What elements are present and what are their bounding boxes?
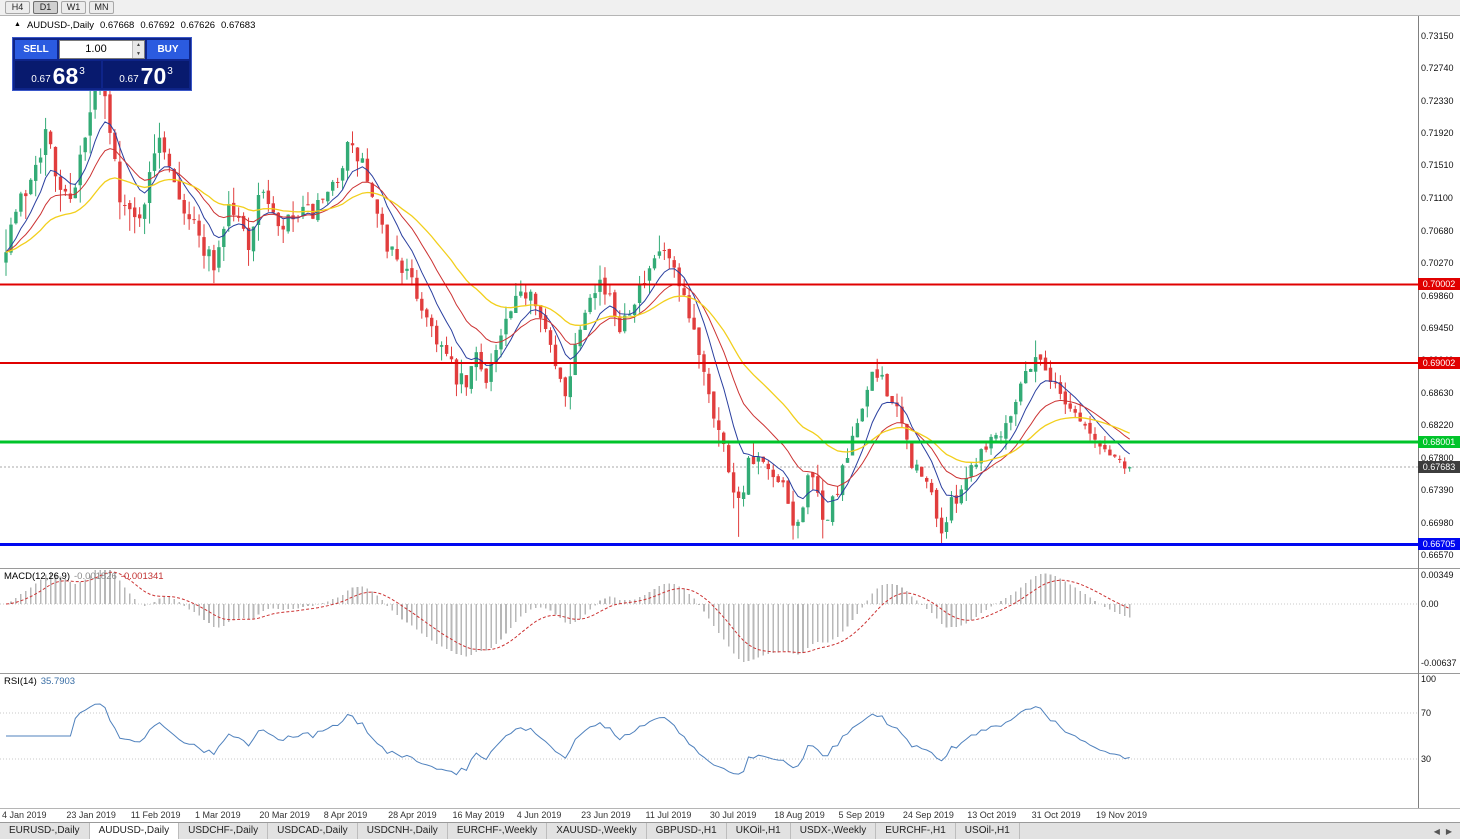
date-axis-label: 20 Mar 2019 <box>259 810 310 820</box>
timeframe-toolbar: H4 D1 W1 MN <box>0 0 1460 16</box>
chart-tab-eurusd-daily[interactable]: EURUSD-,Daily <box>0 823 90 839</box>
rsi-value: 35.7903 <box>40 676 76 687</box>
chart-tab-bar: EURUSD-,Daily AUDUSD-,Daily USDCHF-,Daily U… <box>0 822 1460 839</box>
price-axis-label: 0.66570 <box>1421 550 1454 560</box>
macd-main-value: -0.001826 <box>74 571 117 582</box>
timeframe-button-w1[interactable]: W1 <box>61 1 86 14</box>
date-axis-label: 19 Nov 2019 <box>1095 810 1147 820</box>
price-axis-label: 0.67800 <box>1421 452 1454 463</box>
price-axis-label: 0.69860 <box>1421 290 1454 301</box>
macd-name: MACD(12,26,9) <box>4 571 70 582</box>
date-axis-label: 28 Apr 2019 <box>388 810 437 820</box>
chart-tab-usdcad-daily[interactable]: USDCAD-,Daily <box>268 823 358 839</box>
hline-price-badge: 0.68001 <box>1418 436 1460 449</box>
price-axis-label: 0.69450 <box>1421 322 1454 333</box>
rsi-axis-label: 100 <box>1421 674 1437 684</box>
chart-tab-usdcnh-daily[interactable]: USDCNH-,Daily <box>358 823 448 839</box>
price-axis-label: 0.73150 <box>1421 31 1454 41</box>
macd-axis-label: 0.00 <box>1421 599 1439 609</box>
current-price-badge: 0.67683 <box>1418 461 1460 474</box>
date-axis-label: 16 May 2019 <box>452 810 505 820</box>
rsi-indicator-label: RSI(14) 35.7903 <box>4 676 75 687</box>
price-axis-label: 0.72740 <box>1421 63 1454 74</box>
date-axis-label: 8 Apr 2019 <box>323 810 368 820</box>
chart-tab-eurchf-h1[interactable]: EURCHF-,H1 <box>876 823 956 839</box>
price-axis-label: 0.70270 <box>1421 258 1454 269</box>
price-axis-label: 0.68220 <box>1421 419 1454 430</box>
price-axis-label: 0.71100 <box>1421 192 1453 203</box>
ohlc-open: 0.67668 <box>99 20 135 31</box>
buy-price-display[interactable]: 0.67 70 3 <box>103 61 189 88</box>
price-axis-label: 0.67390 <box>1421 485 1454 496</box>
one-click-trading-panel: SELL 1.00 ▲ ▼ BUY 0.67 68 3 0.67 70 3 <box>12 37 192 91</box>
timeframe-button-h4[interactable]: H4 <box>5 1 30 14</box>
price-axis-label: 0.71920 <box>1421 128 1454 139</box>
chart-symbol-period: AUDUSD-,Daily <box>26 20 94 31</box>
macd-axis-label: 0.00349 <box>1421 570 1454 580</box>
date-axis-label: 4 Jun 2019 <box>516 810 562 820</box>
chart-tab-gbpusd-h1[interactable]: GBPUSD-,H1 <box>647 823 727 839</box>
ohlc-close: 0.67683 <box>221 20 256 31</box>
date-axis-label: 1 Mar 2019 <box>195 810 241 820</box>
chart-tab-usdx-weekly[interactable]: USDX-,Weekly <box>791 823 877 839</box>
date-axis-label: 23 Jun 2019 <box>581 810 631 820</box>
volume-stepper[interactable]: 1.00 ▲ ▼ <box>59 40 145 59</box>
sell-price-display[interactable]: 0.67 68 3 <box>15 61 101 88</box>
buy-button[interactable]: BUY <box>147 40 189 59</box>
price-axis-label: 0.72330 <box>1421 95 1454 106</box>
sell-button[interactable]: SELL <box>15 40 57 59</box>
date-axis-label: 11 Feb 2019 <box>130 810 181 820</box>
price-axis-label: 0.71510 <box>1421 160 1454 171</box>
volume-up-icon[interactable]: ▲ <box>133 41 144 50</box>
price-axis-label: 0.68630 <box>1421 387 1454 398</box>
macd-indicator-label: MACD(12,26,9) -0.001826 -0.001341 <box>4 571 164 582</box>
date-axis-label: 24 Sep 2019 <box>902 810 954 820</box>
hline-price-badge: 0.66705 <box>1418 538 1460 551</box>
timeframe-button-d1[interactable]: D1 <box>33 1 58 14</box>
volume-spinner[interactable]: ▲ ▼ <box>132 41 144 58</box>
date-axis-label: 13 Oct 2019 <box>967 810 1017 820</box>
rsi-axis-label: 70 <box>1421 708 1432 719</box>
chart-tab-eurchf-weekly[interactable]: EURCHF-,Weekly <box>448 823 548 839</box>
tab-scroll-controls: ◀ ▶ <box>1426 823 1460 839</box>
volume-input[interactable]: 1.00 <box>85 43 107 55</box>
volume-down-icon[interactable]: ▼ <box>133 49 144 58</box>
date-axis-label: 23 Jan 2019 <box>66 810 116 820</box>
hline-price-badge: 0.69002 <box>1418 357 1460 370</box>
price-axis-label: 0.66980 <box>1421 517 1454 528</box>
chart-ohlc-readout: ▲ AUDUSD-,Daily 0.67668 0.67692 0.67626 … <box>14 20 255 31</box>
macd-axis-label: -0.00637 <box>1421 658 1457 669</box>
sell-price-big: 68 <box>52 63 79 89</box>
ohlc-low: 0.67626 <box>180 20 216 31</box>
date-axis-label: 18 Aug 2019 <box>774 810 825 820</box>
buy-price-big: 70 <box>140 63 167 89</box>
hline-price-badge: 0.70002 <box>1418 278 1460 291</box>
chart-tab-xauusd-weekly[interactable]: XAUUSD-,Weekly <box>547 823 647 839</box>
tab-scroll-right-icon[interactable]: ▶ <box>1445 826 1452 836</box>
buy-price-prefix: 0.67 <box>119 74 139 85</box>
macd-signal-value: -0.001341 <box>120 571 164 582</box>
date-axis-label: 30 Jul 2019 <box>709 810 757 820</box>
date-axis-label: 5 Sep 2019 <box>838 810 885 820</box>
timeframe-button-mn[interactable]: MN <box>89 1 114 14</box>
chart-tab-usdchf-daily[interactable]: USDCHF-,Daily <box>179 823 269 839</box>
date-axis-label: 4 Jan 2019 <box>2 810 47 820</box>
sell-price-fraction: 3 <box>79 66 85 77</box>
date-axis-label: 11 Jul 2019 <box>645 810 692 820</box>
price-axis-label: 0.70680 <box>1421 225 1454 236</box>
rsi-name: RSI(14) <box>4 676 37 687</box>
tab-scroll-left-icon[interactable]: ◀ <box>1433 826 1440 836</box>
rsi-axis-label: 30 <box>1421 753 1432 764</box>
ohlc-high: 0.67692 <box>140 20 175 31</box>
symbol-marker-icon: ▲ <box>14 21 21 28</box>
chart-tab-usoil-h1[interactable]: USOil-,H1 <box>956 823 1020 839</box>
sell-price-prefix: 0.67 <box>31 74 51 85</box>
chart-tab-audusd-daily[interactable]: AUDUSD-,Daily <box>89 823 180 839</box>
date-axis-label: 31 Oct 2019 <box>1031 810 1081 820</box>
buy-price-fraction: 3 <box>167 66 173 77</box>
chart-tab-ukoil-h1[interactable]: UKOil-,H1 <box>727 823 791 839</box>
